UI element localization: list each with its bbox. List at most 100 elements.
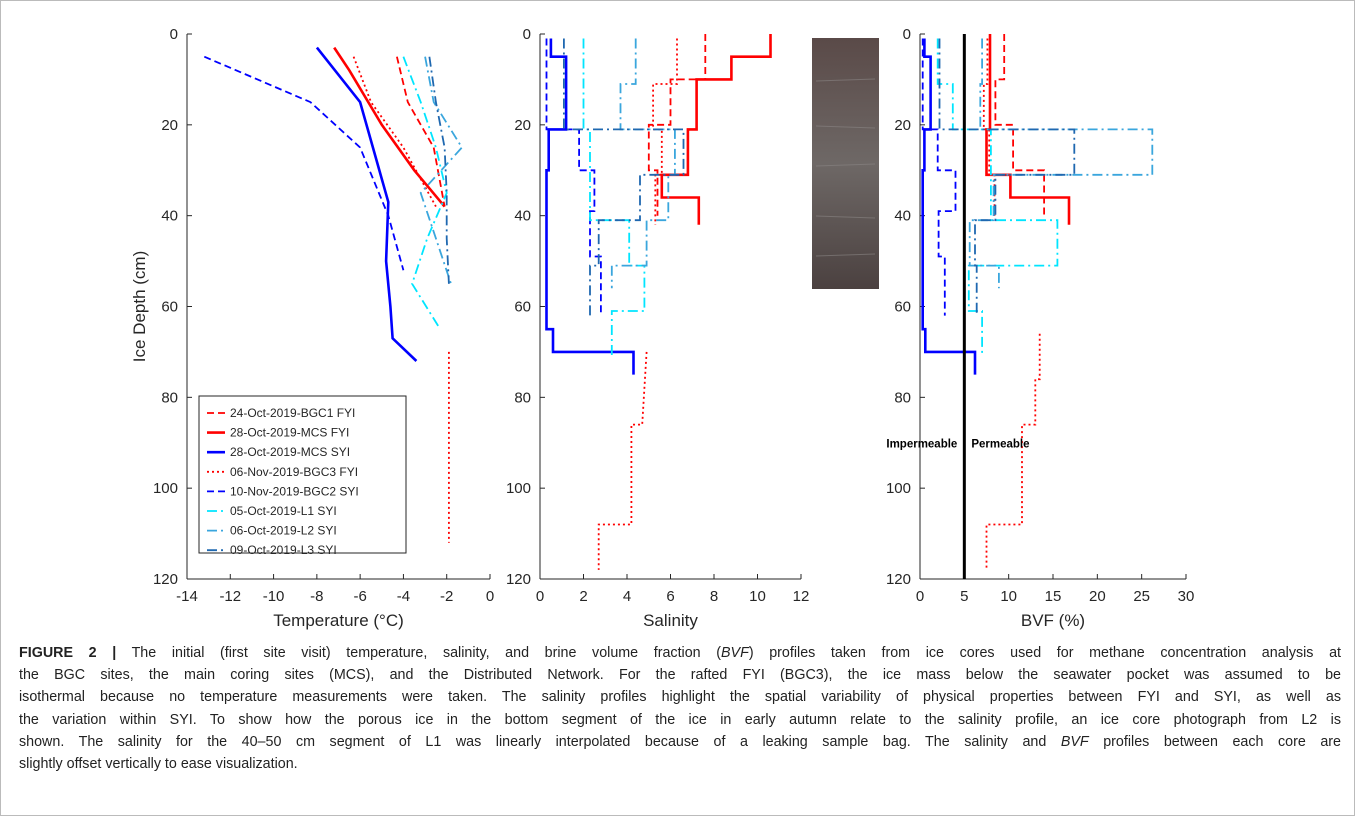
y-tick-label: 0 — [170, 26, 178, 43]
x-tick-label: 2 — [579, 588, 587, 605]
y-tick-label: 120 — [153, 571, 178, 588]
x-tick-label: 10 — [1000, 588, 1017, 605]
y-tick-label: 20 — [161, 117, 178, 134]
caption-text: the BGC sites, the main coring sites (MC… — [19, 667, 1341, 684]
x-tick-label: 30 — [1178, 588, 1195, 605]
x-tick-label: 10 — [749, 588, 766, 605]
profile-line — [315, 46, 418, 362]
annotation: Impermeable — [886, 438, 957, 450]
caption-text: The initial (first site visit) temperatu… — [131, 645, 722, 661]
profile-line — [994, 34, 1045, 216]
legend-label: 09-Oct-2019-L3 SYI — [230, 543, 337, 557]
x-tick-label: -10 — [263, 588, 285, 605]
caption-text: isothermal because no temperature measur… — [19, 689, 1341, 706]
y-tick-label: 60 — [161, 299, 178, 316]
profile-line — [982, 38, 1041, 570]
x-tick-label: 6 — [666, 588, 674, 605]
caption-text: ) profiles taken from ice cores used for… — [748, 645, 1341, 661]
caption-line: shown. The salinity for the 40–50 cm seg… — [19, 731, 1341, 753]
caption-label: FIGURE 2 | — [19, 645, 117, 661]
caption-line: FIGURE 2 | The initial (first site visit… — [19, 642, 1341, 664]
y-tick-label: 100 — [506, 480, 531, 497]
x-tick-label: -2 — [440, 588, 453, 605]
profile-line — [647, 34, 707, 216]
x-axis-label: Salinity — [643, 611, 698, 630]
profile-line — [428, 56, 450, 284]
y-tick-label: 80 — [161, 389, 178, 406]
profile-line — [938, 38, 1076, 316]
y-tick-label: 40 — [894, 208, 911, 225]
caption: FIGURE 2 | The initial (first site visit… — [19, 642, 1341, 775]
y-tick-label: 0 — [903, 26, 911, 43]
caption-line: the BGC sites, the main coring sites (MC… — [19, 664, 1341, 686]
y-tick-label: 20 — [894, 117, 911, 134]
y-tick-label: 80 — [514, 389, 531, 406]
legend-label: 05-Oct-2019-L1 SYI — [230, 504, 337, 518]
profile-line — [352, 56, 450, 543]
x-axis-label: BVF (%) — [1021, 611, 1085, 630]
legend-label: 10-Nov-2019-BGC2 SYI — [230, 484, 359, 498]
y-tick-label: 120 — [886, 571, 911, 588]
caption-text: BVF — [1060, 733, 1089, 750]
caption-line: slightly offset vertically to ease visua… — [19, 753, 1341, 775]
caption-text: the variation within SYI. To show how th… — [19, 711, 1341, 728]
profile-line — [203, 55, 405, 271]
y-tick-label: 40 — [514, 208, 531, 225]
x-tick-label: -4 — [397, 588, 410, 605]
profile-line — [610, 38, 676, 289]
x-tick-label: 0 — [536, 588, 544, 605]
legend-label: 06-Nov-2019-BGC3 FYI — [230, 465, 358, 479]
x-tick-label: 20 — [1089, 588, 1106, 605]
profile-line — [396, 56, 446, 207]
annotation: Permeable — [971, 438, 1029, 450]
x-tick-label: 0 — [916, 588, 924, 605]
caption-text: BVF — [721, 645, 749, 661]
x-tick-label: 5 — [960, 588, 968, 605]
caption-line: isothermal because no temperature measur… — [19, 686, 1341, 708]
profile-line — [968, 38, 1154, 289]
profile-line — [333, 46, 446, 208]
legend-box — [198, 395, 407, 554]
x-axis-label: Temperature (°C) — [273, 611, 404, 630]
y-tick-label: 20 — [514, 117, 531, 134]
x-tick-label: 12 — [793, 588, 810, 605]
x-tick-label: -14 — [176, 588, 198, 605]
profile-line — [545, 38, 635, 375]
y-axis-label: Ice Depth (cm) — [130, 251, 149, 362]
y-tick-label: 60 — [514, 299, 531, 316]
y-tick-label: 100 — [886, 480, 911, 497]
profile-line — [419, 56, 464, 285]
caption-text: shown. The salinity for the 40–50 cm seg… — [19, 733, 1061, 750]
x-tick-label: 0 — [486, 588, 494, 605]
x-tick-label: 8 — [710, 588, 718, 605]
profile-line — [545, 38, 602, 316]
y-tick-label: 60 — [894, 299, 911, 316]
legend-label: 06-Oct-2019-L2 SYI — [230, 524, 337, 538]
legend-label: 24-Oct-2019-BGC1 FYI — [230, 406, 355, 420]
ice-core-photo — [812, 38, 879, 289]
profile-line — [921, 38, 977, 375]
caption-line: the variation within SYI. To show how th… — [19, 709, 1341, 731]
caption-text: slightly offset vertically to ease visua… — [19, 756, 298, 773]
profile-line — [936, 38, 1059, 357]
x-tick-label: -12 — [219, 588, 241, 605]
x-tick-label: 15 — [1045, 588, 1062, 605]
y-tick-label: 100 — [153, 480, 178, 497]
profile-line — [921, 38, 957, 316]
y-tick-label: 0 — [523, 26, 531, 43]
legend-label: 28-Oct-2019-MCS SYI — [230, 445, 350, 459]
profile-line — [597, 38, 678, 570]
profile-line — [402, 56, 448, 330]
y-tick-label: 40 — [161, 208, 178, 225]
caption-text: profiles between each core are — [1088, 733, 1342, 750]
profile-line — [563, 38, 685, 316]
profile-line — [582, 38, 646, 357]
x-tick-label: -8 — [310, 588, 323, 605]
y-tick-label: 120 — [506, 571, 531, 588]
y-tick-label: 80 — [894, 389, 911, 406]
legend-label: 28-Oct-2019-MCS FYI — [230, 426, 349, 440]
x-tick-label: -6 — [353, 588, 366, 605]
core-texture — [815, 78, 876, 257]
